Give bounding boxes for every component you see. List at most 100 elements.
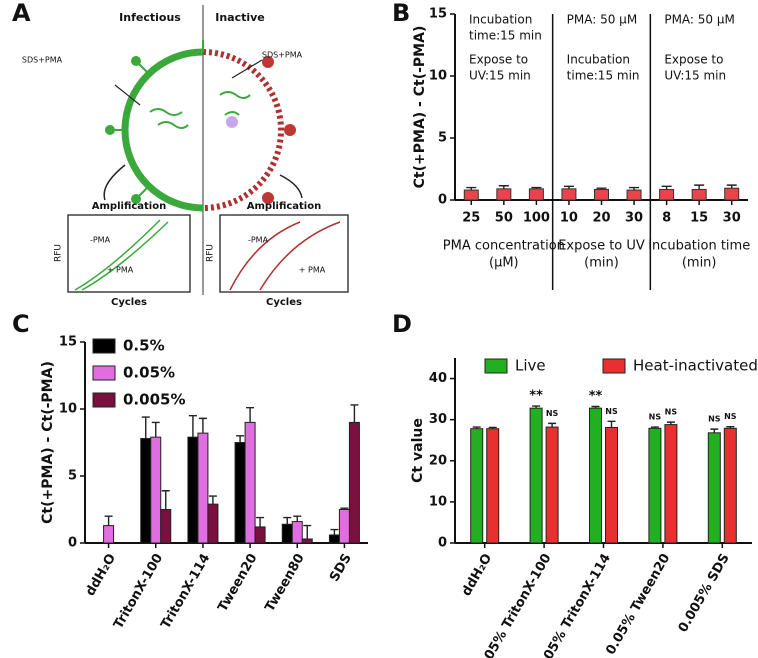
x-tick-label: TritonX-114 bbox=[158, 551, 213, 631]
error-bar bbox=[151, 421, 160, 438]
group-label: (μM) bbox=[489, 256, 519, 271]
bar bbox=[561, 188, 577, 201]
y-tick-label: 5 bbox=[68, 469, 77, 484]
x-tick-label: 30 bbox=[723, 211, 741, 226]
diagram-text: -PMA bbox=[90, 236, 111, 245]
y-tick-label: 10 bbox=[59, 402, 77, 417]
bar bbox=[659, 188, 675, 201]
error-bar bbox=[531, 186, 542, 189]
bar bbox=[291, 521, 303, 544]
significance: NS bbox=[708, 415, 721, 424]
panel-a-art bbox=[67, 5, 349, 295]
bar bbox=[207, 503, 219, 544]
bar bbox=[150, 436, 162, 544]
diagram-text: + PMA bbox=[107, 266, 134, 275]
error-bar bbox=[532, 405, 541, 409]
x-tick-label: ddH₂O bbox=[83, 551, 119, 599]
bar bbox=[103, 525, 115, 544]
x-tick-label: 0.005% SDS bbox=[676, 551, 733, 635]
group-label: (min) bbox=[682, 256, 717, 271]
y-axis-label: Ct value bbox=[410, 418, 426, 483]
bar bbox=[691, 188, 707, 201]
y-tick-label: 15 bbox=[59, 335, 77, 350]
error-bar bbox=[591, 405, 600, 409]
y-tick-label: 10 bbox=[429, 69, 447, 84]
error-bar bbox=[303, 524, 312, 539]
x-tick-label: 8 bbox=[662, 211, 671, 226]
error-bar bbox=[661, 185, 672, 190]
diagram-text: Inactive bbox=[215, 11, 265, 24]
x-tick-label: 25 bbox=[462, 211, 480, 226]
diagram-text: RFU bbox=[54, 244, 64, 262]
annotation: PMA: 50 μM bbox=[664, 13, 735, 27]
legend-label: 0.5% bbox=[123, 337, 165, 355]
diagram-text: RFU bbox=[206, 244, 216, 262]
y-tick-label: 30 bbox=[429, 412, 447, 427]
legend-swatch bbox=[92, 365, 116, 381]
error-bar bbox=[548, 422, 557, 428]
bar bbox=[463, 189, 479, 201]
bar bbox=[594, 188, 609, 201]
bar bbox=[338, 509, 350, 544]
legend-swatch bbox=[92, 338, 116, 354]
significance: NS bbox=[546, 409, 559, 418]
bar bbox=[707, 432, 721, 544]
error-bar bbox=[488, 426, 497, 429]
bar bbox=[589, 407, 602, 544]
group-label: (min) bbox=[584, 256, 619, 271]
diagram-text: SDS+PMA bbox=[262, 51, 303, 60]
y-tick-label: 0 bbox=[438, 193, 447, 208]
legend-label: Live bbox=[515, 357, 546, 375]
error-bar bbox=[161, 490, 170, 510]
x-tick-label: 50 bbox=[495, 211, 513, 226]
error-bar bbox=[563, 185, 574, 189]
error-bar bbox=[340, 507, 349, 510]
legend-swatch bbox=[92, 392, 116, 408]
group-label: PMA concentration bbox=[443, 239, 565, 254]
bar bbox=[328, 534, 340, 544]
legend-swatch bbox=[602, 358, 626, 374]
bar bbox=[496, 188, 512, 201]
error-bar bbox=[350, 404, 359, 423]
annotation: time:15 min bbox=[469, 29, 542, 43]
error-bar bbox=[710, 428, 719, 433]
y-tick-label: 0 bbox=[438, 536, 447, 551]
y-tick-label: 40 bbox=[429, 371, 447, 386]
significance: NS bbox=[649, 413, 662, 422]
bar bbox=[140, 437, 152, 544]
bar bbox=[723, 427, 737, 544]
group-label: Expose to UV bbox=[558, 239, 645, 254]
bar bbox=[545, 426, 559, 544]
legend-label: 0.005% bbox=[123, 391, 185, 409]
panel-label: D bbox=[392, 310, 412, 338]
bar bbox=[348, 421, 360, 544]
x-tick-label: 20 bbox=[592, 211, 610, 226]
bar bbox=[197, 432, 209, 544]
significance: NS bbox=[665, 408, 678, 417]
error-bar bbox=[293, 515, 302, 522]
error-bar bbox=[466, 186, 477, 191]
error-bar bbox=[283, 516, 292, 525]
error-bar bbox=[208, 495, 217, 505]
x-tick-label: Tween80 bbox=[263, 551, 308, 614]
y-tick-label: 20 bbox=[429, 453, 447, 468]
bar bbox=[528, 188, 544, 201]
diagram-text: -PMA bbox=[248, 236, 269, 245]
error-bar bbox=[256, 516, 265, 527]
diagram-text: Amplification bbox=[92, 201, 166, 212]
error-bar bbox=[141, 416, 150, 439]
error-bar bbox=[666, 421, 675, 425]
annotation: UV:15 min bbox=[664, 69, 726, 83]
error-bar bbox=[246, 406, 255, 423]
significance: ** bbox=[529, 389, 543, 404]
x-tick-label: SDS bbox=[327, 551, 355, 584]
bar bbox=[648, 427, 662, 544]
group-label: Incubation time bbox=[648, 239, 750, 254]
error-bar bbox=[607, 420, 616, 428]
significance: NS bbox=[724, 412, 737, 421]
bar bbox=[301, 538, 313, 544]
diagram-text: Cycles bbox=[266, 297, 302, 308]
annotation: time:15 min bbox=[567, 69, 640, 83]
error-bar bbox=[629, 186, 640, 191]
